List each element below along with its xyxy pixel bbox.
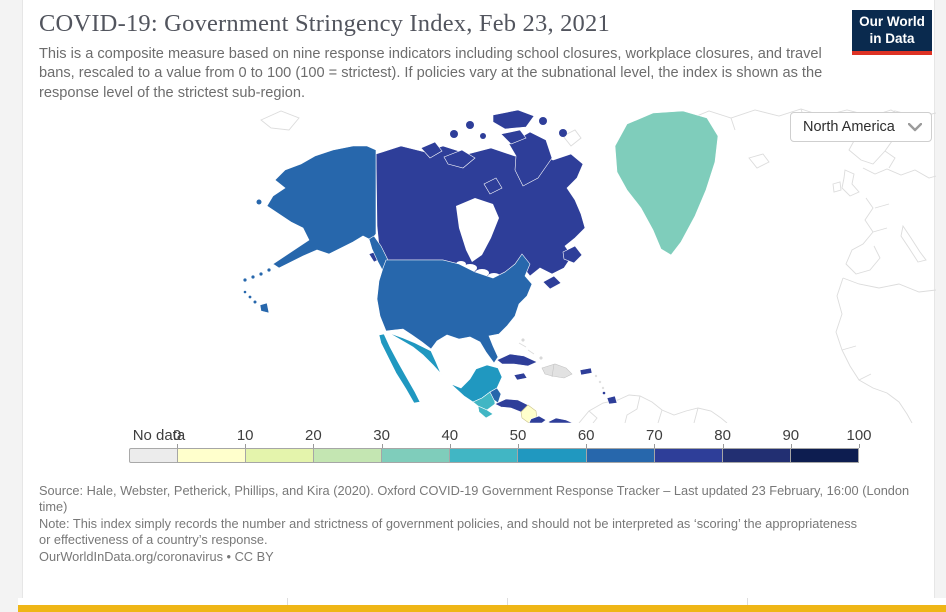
legend-cell[interactable] [654, 449, 723, 462]
outline-svalbard [562, 129, 582, 147]
hudson-bay [456, 198, 499, 262]
country-puerto-rico[interactable] [579, 367, 593, 376]
legend-tick-label: 90 [782, 427, 800, 444]
legend-cell[interactable] [178, 449, 247, 462]
country-trinidad-and-tobago[interactable] [602, 391, 618, 405]
country-costa-rica[interactable] [528, 415, 547, 423]
legend-cell[interactable] [518, 449, 587, 462]
choropleth-map [23, 106, 936, 423]
country-mexico[interactable] [378, 332, 503, 404]
legend-cell[interactable] [450, 449, 519, 462]
legend-scale-cells [177, 448, 859, 463]
legend-tick-label: 50 [509, 427, 527, 444]
outline-europe-west [845, 197, 881, 275]
legend-cell[interactable] [382, 449, 451, 462]
usa-alaska [266, 145, 377, 269]
legend-tick-label: 40 [441, 427, 459, 444]
outline-italy [900, 224, 927, 263]
logo-line1: Our World [859, 14, 925, 30]
outline-south-america-coast [578, 394, 728, 423]
region-dropdown-value: North America [803, 119, 895, 135]
legend-cell[interactable] [722, 449, 791, 462]
chart-subtitle: This is a composite measure based on nin… [39, 46, 823, 101]
outline-europe-north [862, 167, 936, 179]
owid-chart-frame: COVID-19: Government Stringency Index, F… [22, 0, 936, 598]
chevron-down-icon [908, 122, 922, 131]
tab-separator [287, 598, 288, 605]
legend-cell[interactable] [314, 449, 383, 462]
bottom-tabs-strip[interactable] [18, 598, 946, 605]
timeline: Jan 21, 2020 Feb 23, 2021 [23, 565, 936, 598]
country-cuba[interactable] [496, 353, 538, 367]
owid-logo[interactable]: Our World in Data [852, 10, 932, 55]
outline-bahamas [518, 342, 527, 348]
legend-tick-label: 0 [172, 427, 182, 444]
legend-tick-label: 30 [373, 427, 390, 444]
usa-hawaii [243, 290, 247, 294]
footer-notes: Source: Hale, Webster, Petherick, Philli… [39, 483, 925, 565]
country-panama[interactable] [547, 417, 574, 423]
legend-scale: 0 10 20 30 40 50 60 70 80 90 100 [173, 427, 872, 463]
logo-line2: in Data [869, 31, 915, 46]
legend-cell[interactable] [790, 449, 858, 462]
region-dropdown[interactable]: North America [790, 112, 932, 142]
country-hispaniola[interactable] [541, 363, 573, 379]
outline-iceland [748, 153, 770, 169]
outline-west-africa [835, 277, 913, 423]
note-text: Note: This index simply records the numb… [39, 515, 858, 548]
legend-tick-label: 100 [846, 427, 872, 444]
mexico-mainland [388, 332, 503, 403]
outline-ireland [832, 181, 842, 193]
legend-tick-label: 80 [714, 427, 731, 444]
country-united-states[interactable] [243, 145, 533, 364]
usa-lower48 [376, 253, 533, 364]
legend-tick-label: 60 [577, 427, 595, 444]
tab-separator [747, 598, 748, 605]
page-title: COVID-19: Government Stringency Index, F… [39, 10, 610, 37]
legend-no-data-label: No data [132, 427, 186, 444]
outline-north-africa [842, 277, 936, 293]
legend-cell[interactable] [586, 449, 655, 462]
legend-tick-label: 10 [236, 427, 254, 444]
legend-tick-label: 70 [646, 427, 663, 444]
bottom-accent-bar [18, 605, 946, 612]
mexico-baja [378, 333, 421, 404]
legend-no-data: No data [129, 427, 189, 463]
outline-uk [841, 169, 860, 197]
outline-chukotka [260, 110, 300, 131]
country-belize[interactable] [489, 387, 502, 404]
legend-tick-marks [177, 444, 860, 448]
legend-tick-label: 20 [305, 427, 322, 444]
source-text: Source: Hale, Webster, Petherick, Philli… [39, 483, 910, 515]
owid-coronavirus-link[interactable]: OurWorldInData.org/coronavirus • CC BY [39, 548, 274, 564]
country-jamaica[interactable] [513, 372, 528, 381]
country-el-salvador[interactable] [477, 405, 494, 419]
tab-separator [507, 598, 508, 605]
chart-header: COVID-19: Government Stringency Index, F… [39, 10, 839, 103]
legend-tick-labels: 0 10 20 30 40 50 60 70 80 90 100 [173, 427, 872, 445]
map-legend: No data 0 10 20 30 40 50 60 70 80 90 100 [23, 427, 936, 467]
country-greenland[interactable] [614, 110, 719, 256]
legend-cell[interactable] [246, 449, 315, 462]
